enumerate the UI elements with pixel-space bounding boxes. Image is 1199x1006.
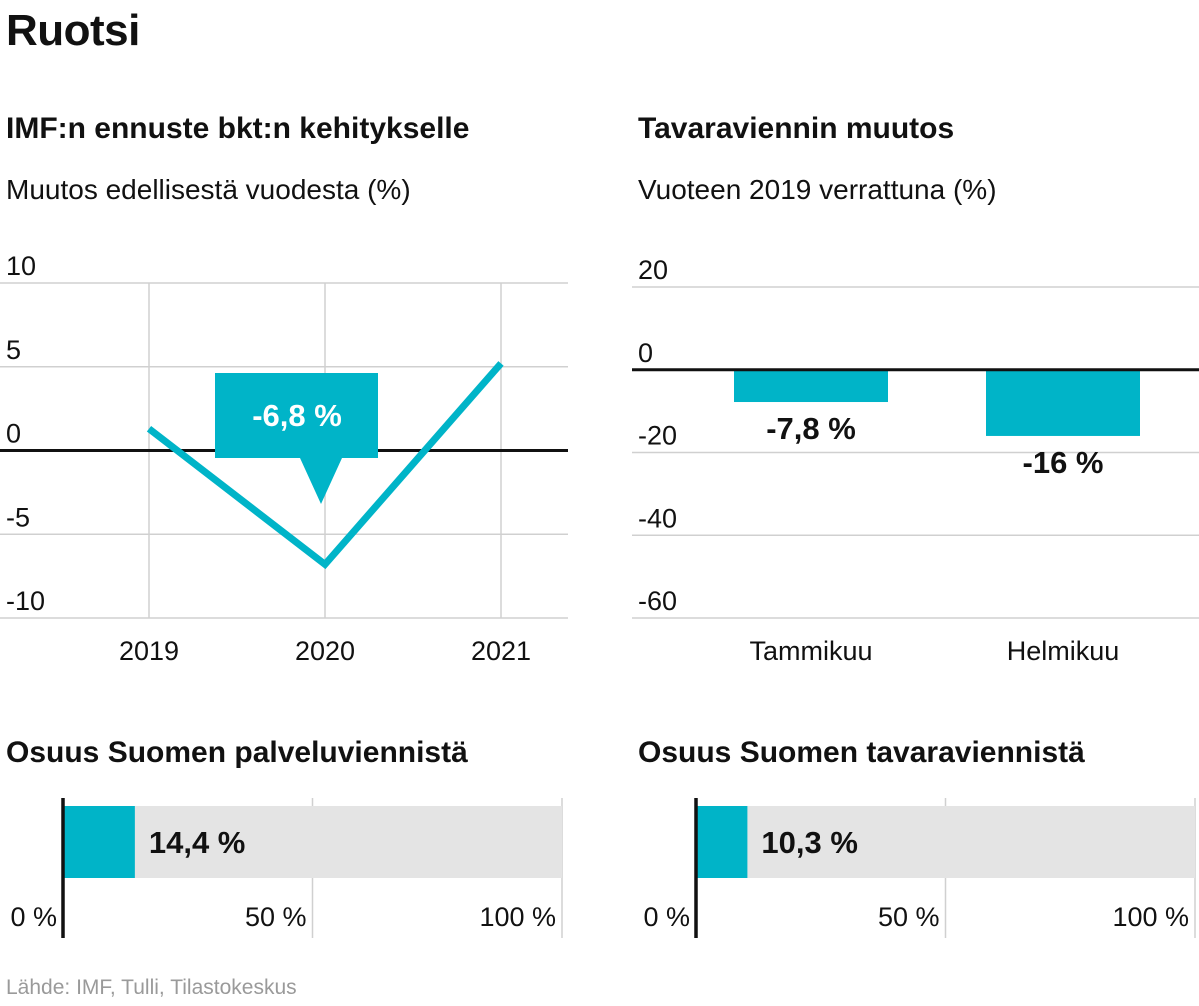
page-title: Ruotsi xyxy=(6,6,140,55)
goods-x-tick-label: 0 % xyxy=(643,902,690,932)
gdp-chart-title: IMF:n ennuste bkt:n kehitykselle xyxy=(6,112,470,145)
gdp-x-tick-label: 2020 xyxy=(295,636,355,666)
gdp-y-tick-label: -10 xyxy=(6,586,45,616)
gdp-callout-label: -6,8 % xyxy=(252,398,342,433)
exports-y-tick-label: 20 xyxy=(638,255,668,285)
services-x-tick-label: 50 % xyxy=(245,902,307,932)
exports-y-tick-label: -40 xyxy=(638,503,677,533)
goods-x-tick-label: 50 % xyxy=(878,902,940,932)
exports-bar xyxy=(986,369,1140,436)
exports-x-tick-label: Tammikuu xyxy=(749,636,872,666)
exports-bar xyxy=(734,369,888,403)
exports-x-tick-label: Helmikuu xyxy=(1007,636,1120,666)
services-x-tick-label: 100 % xyxy=(479,902,556,932)
goods-x-tick-label: 100 % xyxy=(1112,902,1189,932)
gdp-y-tick-label: 5 xyxy=(6,335,21,365)
gdp-x-tick-label: 2021 xyxy=(471,636,531,666)
gdp-y-tick-label: 0 xyxy=(6,419,21,449)
goods-share-title: Osuus Suomen tavaraviennistä xyxy=(638,736,1085,769)
services-track xyxy=(63,806,562,878)
exports-bar-value-label: -16 % xyxy=(1023,445,1104,480)
exports-bar-value-label: -7,8 % xyxy=(766,411,856,446)
services-value-label: 14,4 % xyxy=(149,825,246,860)
services-share-title: Osuus Suomen palveluviennistä xyxy=(6,736,468,769)
gdp-chart-subtitle: Muutos edellisestä vuodesta (%) xyxy=(6,174,411,205)
services-bar xyxy=(63,806,135,878)
goods-bar xyxy=(696,806,748,878)
goods-value-label: 10,3 % xyxy=(761,825,858,860)
exports-y-tick-label: -20 xyxy=(638,421,677,451)
gdp-callout-box xyxy=(215,373,378,504)
exports-y-tick-label: 0 xyxy=(638,338,653,368)
source-note: Lähde: IMF, Tulli, Tilastokeskus xyxy=(6,976,297,999)
gdp-y-tick-label: -5 xyxy=(6,502,30,532)
gdp-y-tick-label: 10 xyxy=(6,251,36,281)
exports-chart-title: Tavaraviennin muutos xyxy=(638,112,955,145)
goods-track xyxy=(696,806,1195,878)
gdp-x-tick-label: 2019 xyxy=(119,636,179,666)
services-x-tick-label: 0 % xyxy=(10,902,57,932)
exports-y-tick-label: -60 xyxy=(638,586,677,616)
exports-chart-subtitle: Vuoteen 2019 verrattuna (%) xyxy=(638,174,997,205)
